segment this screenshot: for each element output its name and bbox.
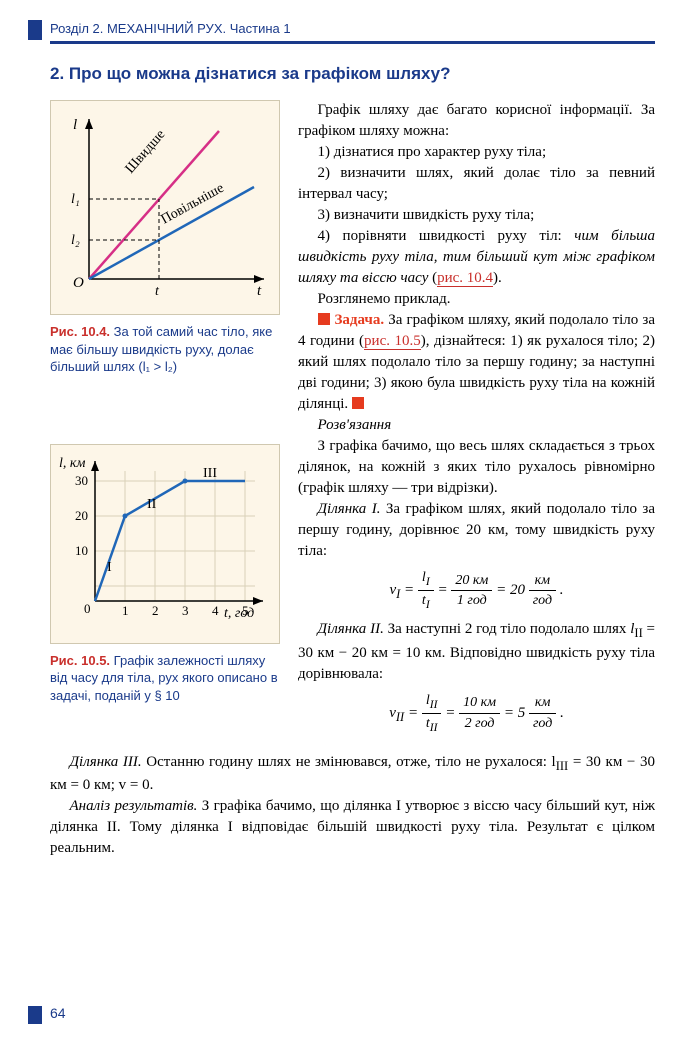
- section-heading: 2. Про що можна дізнатися за графіком шл…: [50, 62, 655, 86]
- figure-10-4: l t O l₁ l₂ t Швидше Повільніше: [50, 100, 280, 315]
- task-paragraph: Задача. За графіком шляху, який подолало…: [298, 310, 655, 415]
- x-axis-label: t, год: [224, 606, 254, 621]
- x-axis-label: t: [257, 283, 262, 299]
- formula-1: vI = lItI = 20 км1 год = 20 кмгод .: [298, 568, 655, 613]
- paragraph: 1) дізнатися про характер руху тіла;: [298, 142, 655, 163]
- paragraph: Розглянемо приклад.: [298, 289, 655, 310]
- svg-text:4: 4: [212, 603, 219, 618]
- svg-text:0: 0: [84, 601, 91, 616]
- right-column: Графік шляху дає багато корисної інформа…: [298, 100, 655, 742]
- paragraph: Ділянка II. За наступні 2 год тіло подол…: [298, 619, 655, 685]
- l1-label: l₁: [71, 192, 80, 207]
- fast-label: Швидше: [123, 127, 169, 176]
- section-title: Про що можна дізнатися за графіком шляху…: [69, 64, 451, 83]
- y-axis-label: l: [73, 117, 77, 133]
- svg-text:3: 3: [182, 603, 189, 618]
- paragraph: Ділянка I. За графіком шлях, який подола…: [298, 499, 655, 562]
- footer-stripe: [28, 1006, 42, 1024]
- paragraph: 4) порівняти швидкості руху тіл: чим біл…: [298, 226, 655, 289]
- y-axis-label: l, км: [59, 456, 85, 471]
- figure-10-5: 30 20 10 0 1 2 3 4 5 I II III l, км t, г…: [50, 444, 280, 644]
- svg-text:II: II: [147, 497, 157, 512]
- svg-text:2: 2: [152, 603, 159, 618]
- svg-text:1: 1: [122, 603, 129, 618]
- paragraph: 3) визначити швидкість руху тіла;: [298, 205, 655, 226]
- chart-10-5: 30 20 10 0 1 2 3 4 5 I II III l, км t, г…: [59, 453, 269, 628]
- svg-text:30: 30: [75, 473, 88, 488]
- paragraph: 2) визначити шлях, який долає тіло за пе…: [298, 163, 655, 205]
- ref-link[interactable]: рис. 10.5: [364, 333, 421, 350]
- svg-text:III: III: [203, 466, 217, 481]
- svg-text:20: 20: [75, 508, 88, 523]
- page-number: 64: [50, 1004, 66, 1024]
- caption-label: Рис. 10.5.: [50, 653, 110, 668]
- paragraph: З графіка бачимо, що весь шлях складаєть…: [298, 436, 655, 499]
- task-label: Задача.: [335, 312, 385, 328]
- formula-2: vII = lIItII = 10 км2 год = 5 кмгод .: [298, 691, 655, 736]
- caption-label: Рис. 10.4.: [50, 324, 110, 339]
- paragraph: Графік шляху дає багато корисної інформа…: [298, 100, 655, 142]
- section-number: 2.: [50, 64, 64, 83]
- task-marker-icon: [318, 313, 330, 325]
- t-tick: t: [155, 284, 160, 299]
- figure-10-5-caption: Рис. 10.5. Графік залежності шляху від ч…: [50, 652, 280, 705]
- origin-label: O: [73, 275, 84, 291]
- two-column-layout: l t O l₁ l₂ t Швидше Повільніше Рис. 10.…: [50, 100, 655, 742]
- full-width-text: Ділянка III. Останню годину шлях не змін…: [50, 752, 655, 860]
- left-column: l t O l₁ l₂ t Швидше Повільніше Рис. 10.…: [50, 100, 280, 742]
- task-end-icon: [352, 397, 364, 409]
- solution-label: Розв'язання: [298, 415, 655, 436]
- page-header: Розділ 2. МЕХАНІЧНИЙ РУХ. Частина 1: [50, 20, 655, 44]
- header-stripe: [28, 20, 42, 40]
- svg-text:I: I: [107, 560, 112, 575]
- chart-10-4: l t O l₁ l₂ t Швидше Повільніше: [59, 109, 269, 299]
- paragraph: Ділянка III. Останню годину шлях не змін…: [50, 752, 655, 797]
- svg-text:10: 10: [75, 543, 88, 558]
- l2-label: l₂: [71, 233, 80, 248]
- ref-link[interactable]: рис. 10.4: [437, 270, 493, 287]
- figure-10-4-caption: Рис. 10.4. За той самий час тіло, яке ма…: [50, 323, 280, 376]
- paragraph: Аналіз результатів. З графіка бачимо, що…: [50, 796, 655, 859]
